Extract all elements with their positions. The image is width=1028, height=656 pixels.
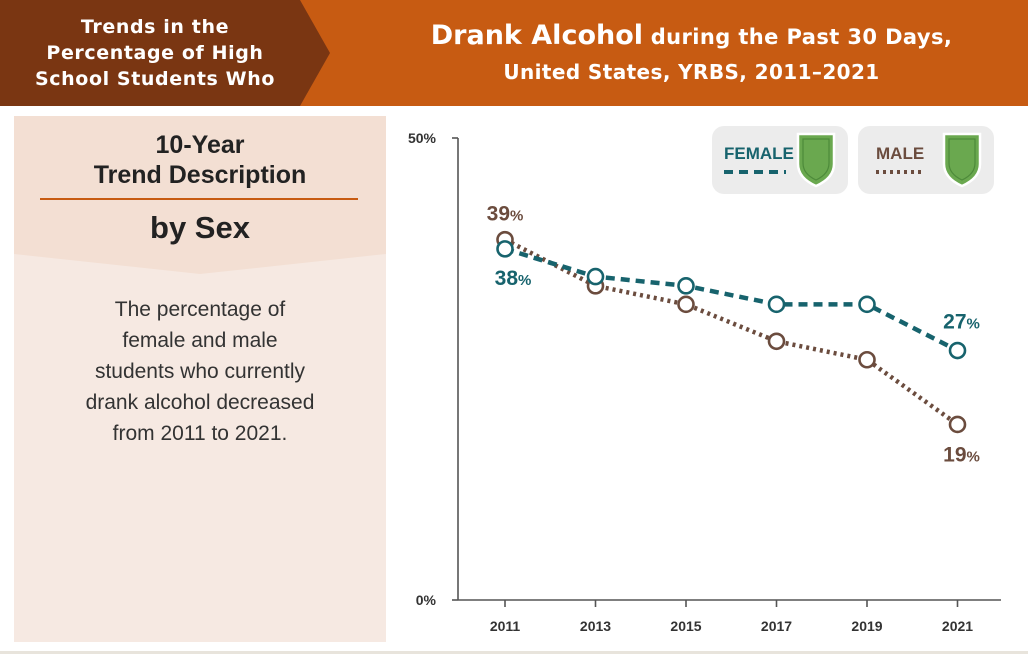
- description-line: drank alcohol decreased: [85, 391, 315, 414]
- panel-subtitle: by Sex: [150, 210, 250, 245]
- panel-title-line: 10-Year: [155, 131, 245, 159]
- male-data-point: [948, 415, 967, 434]
- line-chart: 0%50%2011 2013 2015 2017 2019 202138%27%39%19…: [408, 126, 1001, 634]
- male-data-point: [767, 332, 786, 351]
- description-line: female and male: [122, 329, 278, 352]
- description-line: from 2011 to 2021.: [112, 422, 288, 445]
- x-tick-label: 2017: [761, 618, 792, 634]
- x-tick-label: 2015: [670, 618, 701, 634]
- data-label-value: 38: [495, 267, 519, 290]
- x-tick-label: 2013: [580, 618, 611, 634]
- topic-tag-line: School Students Who: [35, 68, 275, 90]
- x-tick-label: 2011: [490, 618, 521, 634]
- header-topic-tag: Trends in the Percentage of High School …: [0, 0, 330, 106]
- shield-icon-inner: [802, 138, 830, 181]
- y-tick-label: 50%: [408, 130, 437, 146]
- panel-header: [14, 116, 386, 274]
- topic-tag-line: Percentage of High: [46, 42, 264, 64]
- panel-description: The percentage of female and male studen…: [64, 294, 336, 449]
- trend-description-panel: 10-Year Trend Description by Sex The per…: [14, 116, 386, 642]
- male-series-line: [503, 237, 959, 427]
- legend-item-female: FEMALE: [712, 126, 848, 194]
- x-tick-label: 2019: [851, 618, 882, 634]
- female-data-point: [948, 341, 967, 360]
- legend-item-male: MALE: [858, 126, 994, 194]
- female-data-label: 38%: [495, 267, 532, 290]
- title-line-1: Drank Alcohol during the Past 30 Days,: [355, 18, 1028, 55]
- female-data-point: [496, 240, 514, 258]
- legend-label: MALE: [876, 144, 924, 163]
- data-label-value: 27: [943, 311, 966, 334]
- header-banner: Trends in the Percentage of High School …: [0, 0, 1028, 106]
- male-data-point: [858, 350, 876, 369]
- data-label-percent: %: [510, 208, 523, 225]
- male-data-point: [677, 295, 695, 314]
- female-data-point: [586, 267, 605, 286]
- female-series-line: [504, 246, 959, 353]
- y-tick-label: 0%: [416, 592, 437, 608]
- panel-divider: [40, 198, 358, 200]
- male-data-label: 19%: [943, 443, 980, 466]
- female-data-point: [677, 277, 695, 295]
- title-line-2: United States, YRBS, 2011–2021: [503, 60, 880, 84]
- legend-label: FEMALE: [724, 144, 794, 163]
- chart-title: Drank Alcohol during the Past 30 Days, U…: [355, 18, 1028, 89]
- description-line: The percentage of: [114, 298, 286, 321]
- data-label-value: 19: [943, 443, 966, 466]
- panel-title: 10-Year Trend Description: [14, 130, 386, 190]
- female-data-point: [767, 295, 786, 314]
- male-data-label: 39%: [487, 203, 524, 226]
- x-tick-label: 2021: [942, 618, 973, 634]
- data-label-percent: %: [967, 448, 980, 465]
- title-emphasis: Drank Alcohol: [430, 20, 644, 51]
- description-line: students who currently: [94, 360, 306, 383]
- panel-title-line: Trend Description: [93, 161, 307, 189]
- female-data-label: 27%: [943, 311, 980, 334]
- data-label-value: 39: [487, 203, 510, 226]
- female-data-point: [858, 295, 876, 314]
- shield-icon-inner: [948, 138, 976, 181]
- data-label-percent: %: [518, 272, 531, 289]
- data-label-percent: %: [967, 316, 980, 333]
- topic-tag-line: Trends in the: [80, 16, 230, 38]
- bottom-divider: [0, 651, 1028, 654]
- title-rest: during the Past 30 Days,: [643, 25, 953, 49]
